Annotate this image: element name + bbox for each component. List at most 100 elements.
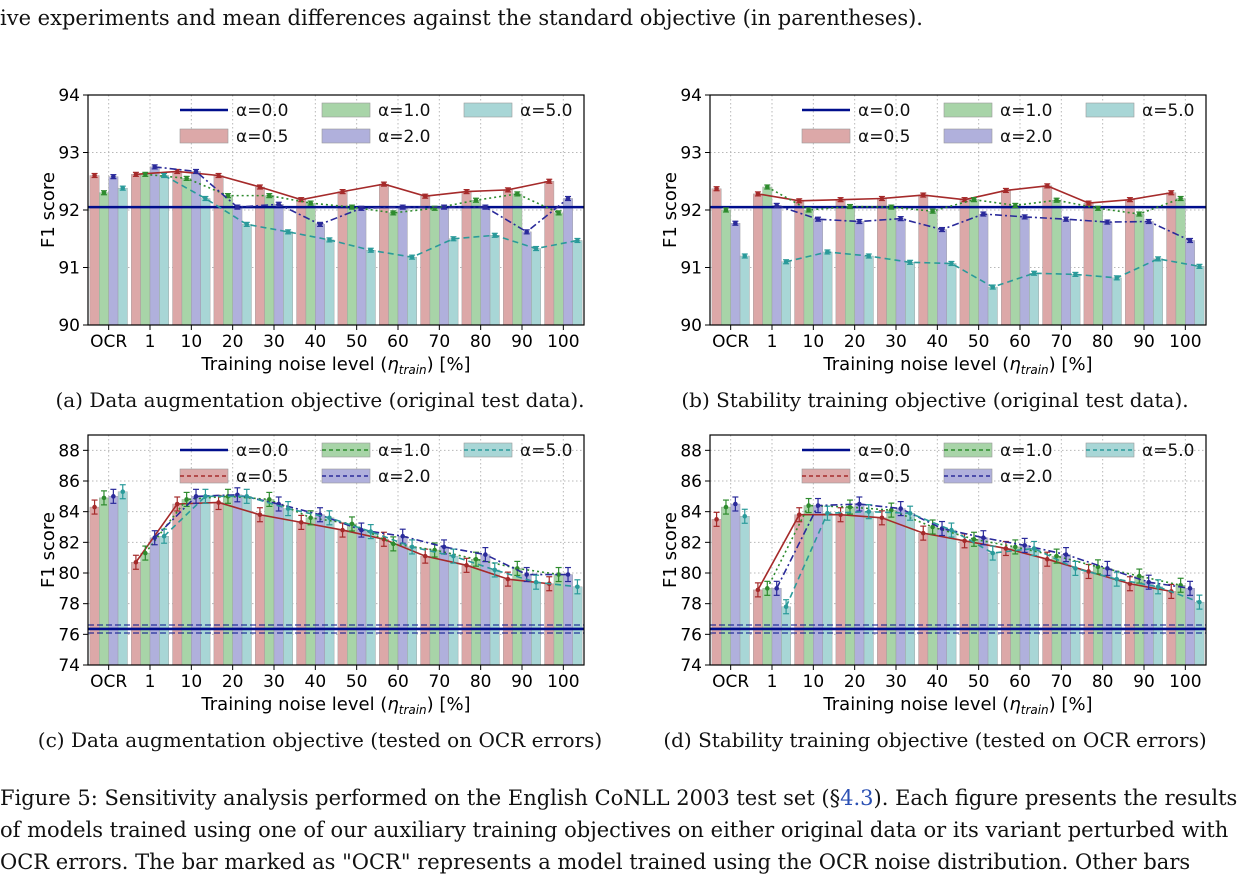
x-tick-label: 10: [181, 672, 203, 692]
data-point: [400, 204, 405, 210]
data-point: [1086, 200, 1091, 206]
bar-α=5.0: [739, 255, 750, 326]
data-point: [257, 512, 263, 518]
x-tick-label: 10: [803, 672, 825, 692]
legend-swatch: [463, 102, 513, 118]
bar-α=5.0: [531, 248, 541, 326]
y-tick-label: 84: [680, 503, 702, 523]
bar-α=5.0: [987, 286, 998, 326]
data-point: [1063, 552, 1069, 557]
data-point: [1013, 544, 1018, 550]
section-link[interactable]: 4.3: [840, 786, 874, 810]
x-tick-label: 30: [885, 672, 907, 692]
data-point: [796, 198, 802, 204]
bar-α=0.5: [794, 200, 805, 326]
legend-label: α=1.0: [378, 441, 431, 461]
bar-α=0.5: [835, 199, 846, 326]
bar-α=5.0: [1194, 601, 1205, 666]
data-point: [1095, 205, 1101, 211]
data-point: [524, 229, 529, 235]
data-point: [174, 169, 180, 174]
bar-α=1.0: [181, 178, 192, 326]
data-point: [556, 210, 561, 216]
x-tick-label: 30: [263, 332, 285, 352]
data-point: [464, 189, 469, 194]
bar-α=2.0: [771, 588, 782, 666]
bar-α=0.5: [337, 191, 348, 326]
bar-α=1.0: [1051, 555, 1062, 666]
x-tick-label: 90: [511, 672, 533, 692]
legend-label: α=0.5: [858, 467, 911, 487]
bar-α=1.0: [553, 574, 564, 666]
bar-α=2.0: [439, 206, 449, 326]
bar-α=1.0: [1134, 575, 1145, 666]
x-tick-label: 10: [803, 332, 825, 352]
bar-α=2.0: [356, 529, 367, 666]
bar-α=1.0: [1093, 566, 1103, 666]
x-tick-label: 20: [222, 672, 244, 692]
bar-α=2.0: [978, 213, 989, 326]
chart-a: 90 91 92 93 94 OCR 1 10 20 30 40 50 60 70 80 90 100 F1 sc…: [30, 78, 610, 378]
x-tick-label: 20: [844, 672, 866, 692]
data-point: [216, 173, 221, 178]
bar-α=1.0: [512, 568, 523, 666]
bar-α=5.0: [489, 569, 500, 666]
data-point: [143, 172, 148, 177]
data-point: [565, 572, 571, 577]
bar-α=2.0: [563, 198, 573, 326]
bar-α=1.0: [1175, 198, 1186, 326]
data-point: [815, 216, 821, 222]
bar-α=5.0: [572, 240, 583, 326]
data-point: [317, 222, 323, 227]
legend-label: α=0.5: [236, 467, 289, 487]
legend-label: α=2.0: [1000, 127, 1053, 147]
chart-b: 90 91 92 93 94 OCR 1 10 20 30 40 50 60 70 80 90 100 F1 sc…: [652, 78, 1232, 378]
x-axis-label-text: ) [%]: [427, 694, 471, 715]
y-tick-label: 84: [58, 503, 80, 523]
bar-α=0.5: [794, 514, 805, 666]
data-point: [1063, 216, 1069, 222]
x-axis-label-symbol: η: [1009, 354, 1020, 375]
data-point: [524, 572, 529, 577]
data-point: [714, 186, 719, 192]
data-point: [920, 530, 926, 536]
y-tick-label: 80: [680, 564, 702, 584]
data-point: [1003, 188, 1009, 193]
bar-α=5.0: [946, 529, 957, 666]
bar-α=0.5: [1042, 558, 1053, 666]
bar-α=0.5: [1125, 583, 1135, 666]
bar-α=0.5: [379, 183, 389, 326]
data-point: [1073, 272, 1078, 277]
bar-α=5.0: [863, 255, 874, 326]
x-axis-label-text: ) [%]: [427, 354, 471, 375]
legend-label: α=1.0: [378, 101, 431, 121]
data-point: [889, 507, 894, 513]
bar-α=5.0: [1070, 568, 1081, 666]
bar-α=1.0: [553, 212, 564, 326]
y-axis-label: F1 score: [38, 512, 59, 588]
data-point: [244, 222, 250, 227]
data-point: [765, 586, 770, 591]
y-tick-label: 94: [680, 86, 702, 106]
bar-α=5.0: [407, 546, 417, 666]
x-axis-label: Training noise level (ηtrain) [%]: [822, 354, 1092, 377]
x-tick-label: 60: [1009, 672, 1031, 692]
x-tick-label: 100: [547, 672, 579, 692]
caption-c: (c) Data augmentation objective (tested …: [37, 728, 603, 752]
bar-α=1.0: [1010, 546, 1021, 666]
x-axis-label-text: Training noise level (: [200, 354, 387, 375]
data-point: [774, 203, 779, 208]
bar-α=0.5: [213, 502, 224, 666]
data-point: [1187, 586, 1193, 591]
legend-swatch: [943, 102, 993, 118]
data-point: [907, 260, 913, 265]
y-tick-label: 92: [58, 201, 80, 221]
data-point: [1044, 183, 1050, 189]
data-point: [327, 237, 332, 243]
bar-α=0.5: [959, 199, 970, 326]
x-tick-label: 50: [968, 332, 990, 352]
data-point: [733, 220, 738, 226]
data-point: [783, 604, 789, 610]
x-axis-label-sub: train: [399, 363, 427, 377]
bar-α=1.0: [99, 497, 109, 666]
